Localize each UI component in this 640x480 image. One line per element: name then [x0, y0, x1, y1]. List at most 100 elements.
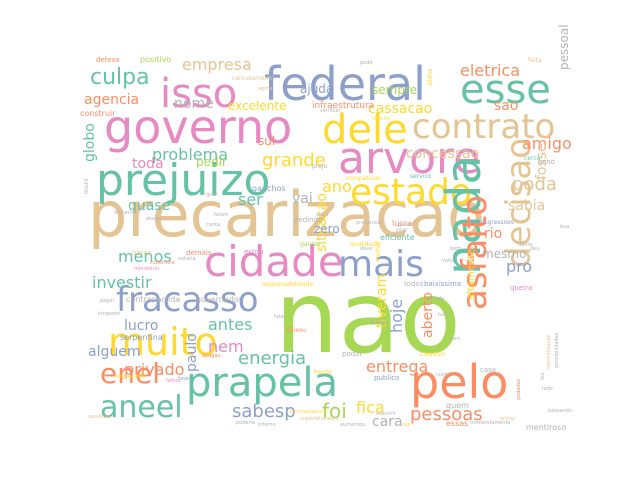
cloud-word: quer	[206, 192, 218, 198]
cloud-word: competicao	[346, 175, 381, 182]
cloud-word: pode	[360, 60, 372, 66]
cloud-word: falar	[274, 314, 286, 320]
cloud-word: agora	[258, 86, 272, 92]
cloud-word: esse	[460, 67, 551, 113]
cloud-word: entrega	[366, 357, 428, 376]
cloud-word: nao	[275, 259, 461, 376]
cloud-word: pessoal	[557, 24, 571, 70]
cloud-word: quase	[128, 198, 170, 214]
cloud-word: setor	[316, 212, 330, 218]
cloud-word: governador	[196, 295, 243, 304]
cloud-word: tudo	[438, 312, 449, 318]
cloud-word: mentiroso	[526, 423, 566, 432]
cloud-word: fracasso	[116, 280, 259, 320]
cloud-word: antes	[208, 315, 252, 334]
cloud-word: melhor	[375, 240, 382, 262]
cloud-word: dinheiro	[114, 210, 134, 216]
cloud-word: superfaturados	[300, 416, 338, 422]
cloud-word: hoje	[387, 299, 406, 333]
cloud-word: grande	[262, 150, 326, 171]
cloud-word: privado	[124, 360, 184, 379]
cloud-word: zero	[314, 222, 340, 236]
cloud-word: rua	[402, 422, 410, 428]
cloud-word: excelente	[228, 99, 286, 113]
cloud-word: estado	[350, 172, 472, 213]
cloud-word: baixissima	[424, 280, 461, 288]
cloud-word: investir	[92, 273, 152, 292]
cloud-word: queira	[510, 284, 532, 292]
cloud-word: passando	[548, 408, 572, 414]
cloud-word: assumir	[376, 411, 397, 417]
cloud-word: fica	[356, 398, 385, 417]
cloud-word: todos	[404, 280, 424, 288]
cloud-word: tremendamente	[470, 420, 511, 426]
cloud-word: empresa	[182, 55, 252, 74]
cloud-word: positivo	[140, 55, 171, 64]
cloud-word: construir	[80, 109, 116, 118]
cloud-word: essas	[446, 419, 468, 428]
cloud-word: chucho	[372, 116, 390, 122]
cloud-word: toda	[132, 156, 164, 172]
cloud-word: eletrica	[460, 61, 520, 80]
cloud-word: saudavel	[88, 414, 111, 420]
cloud-word: menos	[118, 247, 172, 266]
cloud-word: altamente	[466, 249, 477, 300]
cloud-word: cobertura	[150, 260, 174, 266]
cloud-word: quem	[446, 401, 469, 410]
cloud-word: poderia	[236, 420, 255, 426]
cloud-word: ajuda	[300, 82, 333, 96]
cloud-word: amigo	[522, 134, 572, 153]
cloud-word: nem	[208, 337, 244, 356]
cloud-word: cassacao	[368, 101, 432, 117]
cloud-word: pior	[396, 227, 408, 234]
cloud-word: globo	[82, 123, 98, 162]
cloud-word: federal	[264, 57, 426, 111]
cloud-word: podadas	[516, 378, 522, 400]
cloud-word: transgressoes	[472, 219, 514, 226]
cloud-word: inferno	[258, 422, 276, 428]
cloud-word: mais	[338, 244, 424, 285]
cloud-word: qualidade	[350, 241, 380, 248]
cloud-word: deve	[360, 246, 372, 252]
cloud-word: feita	[528, 57, 542, 64]
cloud-word: dante	[518, 242, 532, 248]
cloud-word: sao	[494, 98, 518, 114]
cloud-word: deixou	[286, 327, 306, 334]
cloud-word: entrar	[500, 416, 516, 422]
cloud-word: rio	[484, 226, 502, 242]
cloud-word: prapela	[186, 360, 338, 406]
cloud-word: engracado	[114, 373, 146, 380]
cloud-word: energia	[238, 348, 306, 369]
cloud-word: publico	[374, 374, 399, 382]
cloud-word: pedir	[196, 155, 227, 169]
cloud-word: defesa	[96, 56, 119, 64]
cloud-word: arvore	[338, 133, 480, 184]
cloud-word: preju	[312, 163, 328, 170]
cloud-word: paulo	[184, 333, 200, 372]
cloud-word: decisao	[499, 138, 539, 268]
cloud-word: sabia	[508, 198, 545, 214]
cloud-word: ser	[238, 190, 263, 209]
cloud-word: bem	[450, 246, 461, 252]
cloud-word: ganhar	[300, 241, 322, 248]
cloud-word: faltou	[166, 378, 180, 384]
cloud-word: custo	[436, 372, 450, 378]
cloud-word: culpa	[90, 65, 150, 90]
cloud-word: cidade	[204, 237, 344, 286]
cloud-word: alma	[426, 69, 434, 86]
cloud-word: pro	[506, 257, 532, 276]
cloud-word: obras	[132, 249, 152, 257]
cloud-word: ministerio	[134, 266, 159, 272]
cloud-word: reprivatizacao	[546, 334, 552, 370]
cloud-word: cancelamento	[232, 75, 275, 82]
cloud-word: cerca	[524, 155, 541, 162]
cloud-word: dele	[322, 107, 408, 153]
cloud-word: aberto	[420, 292, 436, 338]
cloud-word: precarizacao	[88, 178, 485, 251]
cloud-word: governo	[104, 100, 292, 154]
cloud-word: aneel	[100, 390, 183, 425]
cloud-word: lucro	[124, 318, 158, 334]
cloud-word: demais	[186, 249, 212, 257]
cloud-word: casa	[480, 366, 496, 374]
